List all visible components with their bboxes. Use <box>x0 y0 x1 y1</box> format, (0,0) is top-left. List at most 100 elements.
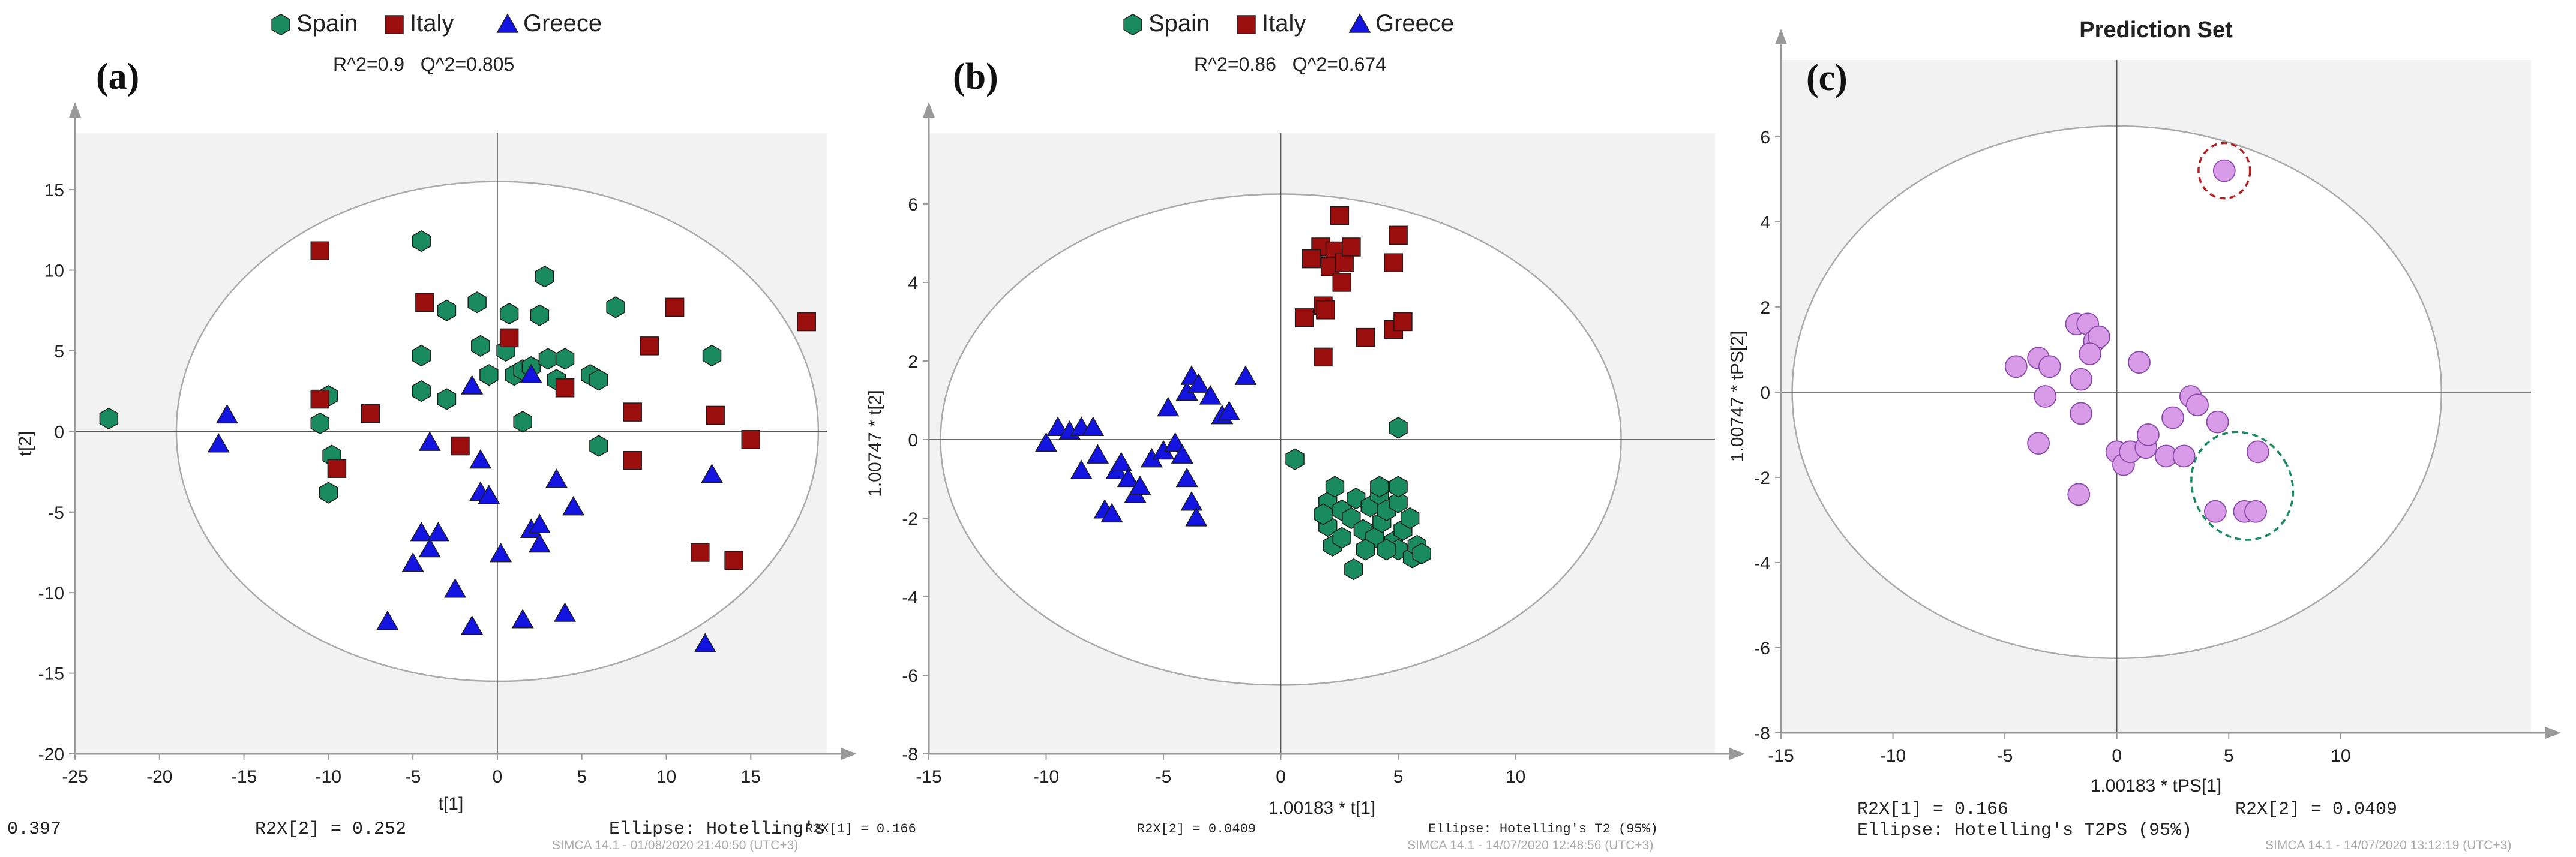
panel-a-x-tick-label: -25 <box>62 767 88 787</box>
legend-entry-spain: Spain <box>271 10 358 37</box>
panel-b-point-greece <box>1185 507 1208 527</box>
panel-b-point-spain <box>1412 542 1431 565</box>
panel-a-point-greece <box>490 542 512 563</box>
panel-b-point-spain <box>1370 476 1389 498</box>
panel-c-y-tick-label: -2 <box>1754 468 1770 488</box>
panel-b-point-spain <box>1285 448 1305 470</box>
panel-a-point-italy <box>451 436 470 456</box>
panel-a-point-greece <box>694 633 716 652</box>
panel-c-point-prediction <box>2067 483 2091 506</box>
panel-c-y-tick-label: 6 <box>1760 128 1770 148</box>
footer-a-r2x1-small: R2X[1] = 0.166 <box>805 822 916 837</box>
panel-a-point-italy <box>724 551 743 570</box>
panel-a-point-spain <box>702 344 722 367</box>
panel-a: -25 -20 -15 -10 -5 0 5 10 15-20-15-10-5051015t[1… <box>16 10 857 814</box>
panel-a-stats: R^2=0.9 Q^2=0.805 <box>333 53 514 75</box>
panel-c-y-label: 1.00747 * tPS[2] <box>1728 331 1747 462</box>
panel-b-y-tick-label: 4 <box>908 273 918 293</box>
legend-marker-italy <box>1237 15 1256 34</box>
panel-a-point-italy <box>797 312 816 332</box>
panel-c-point-prediction <box>2172 444 2196 468</box>
panel-a-point-italy <box>665 297 685 317</box>
panel-a-x-tick-label: -15 <box>231 767 257 787</box>
panel-b-stats: R^2=0.86 Q^2=0.674 <box>1194 53 1386 75</box>
panel-a-y-axis-arrow <box>69 102 81 118</box>
panel-a-x-tick-label: 0 <box>493 767 503 787</box>
panel-c-x-tick-label: -5 <box>1997 746 2013 766</box>
panel-b-letter: (b) <box>953 56 998 97</box>
panel-b-point-spain <box>1400 507 1420 530</box>
panel-b-y-tick-label: 0 <box>908 431 918 450</box>
legend-label-spain: Spain <box>1148 10 1210 37</box>
legend-marker-greece <box>1348 13 1371 33</box>
panel-c-y-tick-label: 4 <box>1760 213 1770 233</box>
panel-c-highlight-red-circle <box>2197 142 2251 200</box>
panel-a-point-spain <box>412 380 431 402</box>
panel-a-point-greece <box>469 449 492 469</box>
panel-c: -15 -10 -5 0 5 10 -8 -6 -4 -2 0 2 4 6 1.00183 * tPS[1]… <box>1728 17 2561 796</box>
panel-b-series-spain <box>1285 417 1431 581</box>
panel-a-x-label: t[1] <box>439 794 464 814</box>
panel-a-x-tick-label: -10 <box>316 767 341 787</box>
panel-c-y-tick-label: -4 <box>1754 554 1770 573</box>
panel-a-y-tick-label: -10 <box>38 584 64 603</box>
panel-a-point-greece <box>410 521 433 542</box>
panel-b-point-spain <box>1325 476 1345 498</box>
panel-a-point-spain <box>310 412 329 434</box>
panel-c-point-prediction <box>2004 355 2028 378</box>
panel-c-point-prediction <box>2212 159 2236 182</box>
panel-b-point-italy <box>1342 237 1361 257</box>
legend-label-greece: Greece <box>523 10 602 37</box>
panel-b-point-italy <box>1393 312 1413 332</box>
panel-a-point-greece <box>418 537 441 558</box>
panel-b-point-greece <box>1164 432 1187 452</box>
panel-a-point-italy <box>741 430 761 449</box>
legend-entry-italy: Italy <box>1237 10 1306 37</box>
panel-a-y-tick-label: -5 <box>48 503 64 523</box>
panel-c-y-tick-label: 0 <box>1760 383 1770 403</box>
panel-b-series-italy <box>1294 206 1413 367</box>
panel-a-point-greece <box>443 578 467 598</box>
panel-a-point-greece <box>528 533 551 553</box>
panel-b-point-greece <box>1070 459 1093 480</box>
panel-b-point-spain <box>1389 476 1408 498</box>
panel-b-point-greece <box>1082 416 1105 436</box>
panel-b-point-spain <box>1389 417 1408 439</box>
panel-c-point-prediction <box>2070 402 2092 425</box>
legend-marker-spain <box>1123 13 1142 36</box>
legend-label-italy: Italy <box>410 10 454 37</box>
panel-c-point-prediction <box>2079 342 2101 365</box>
footer-b-simca: SIMCA 14.1 - 14/07/2020 12:48:56 (UTC+3) <box>1407 838 1653 852</box>
panel-a-point-spain <box>589 369 608 391</box>
panel-a-point-greece <box>207 433 230 453</box>
panel-a-point-spain <box>471 335 490 357</box>
panel-c-x-tick-label: 5 <box>2224 746 2234 766</box>
panel-a-point-italy <box>623 450 642 470</box>
panel-a-point-spain <box>99 407 119 429</box>
footer-a-simca: SIMCA 14.1 - 01/08/2020 21:40:50 (UTC+3) <box>552 838 798 852</box>
footer-c-r2x1: R2X[1] = 0.166 <box>1857 799 2008 820</box>
panel-a-point-greece <box>427 521 449 542</box>
panel-c-point-prediction <box>2137 423 2160 446</box>
panel-b-point-greece <box>1180 491 1203 511</box>
panel-c-point-prediction <box>2203 500 2227 523</box>
panel-b-y-tick-label: -2 <box>902 509 918 529</box>
panel-c-point-prediction <box>2186 393 2209 417</box>
panel-b-x-tick-label: 0 <box>1276 767 1286 787</box>
panel-a-point-spain <box>412 344 431 367</box>
panel-a-x-tick-label: -5 <box>405 767 421 787</box>
legend-entry-greece: Greece <box>1348 10 1454 37</box>
panel-a-series-italy <box>310 241 816 570</box>
panel-a-point-spain <box>538 348 558 370</box>
panel-a-point-spain <box>467 291 487 314</box>
panel-b-x-tick-label: 5 <box>1393 767 1404 787</box>
panel-b-x-tick-label: -10 <box>1033 767 1059 787</box>
panel-c-y-axis-arrow <box>1775 29 1787 44</box>
panel-a-y-tick-label: 0 <box>54 422 64 442</box>
panel-b-point-italy <box>1356 327 1375 347</box>
panel-b-y-tick-label: -8 <box>902 745 918 765</box>
panel-a-point-spain <box>479 364 499 386</box>
panel-c-point-prediction <box>2161 406 2184 429</box>
panel-b-point-greece <box>1217 401 1241 420</box>
